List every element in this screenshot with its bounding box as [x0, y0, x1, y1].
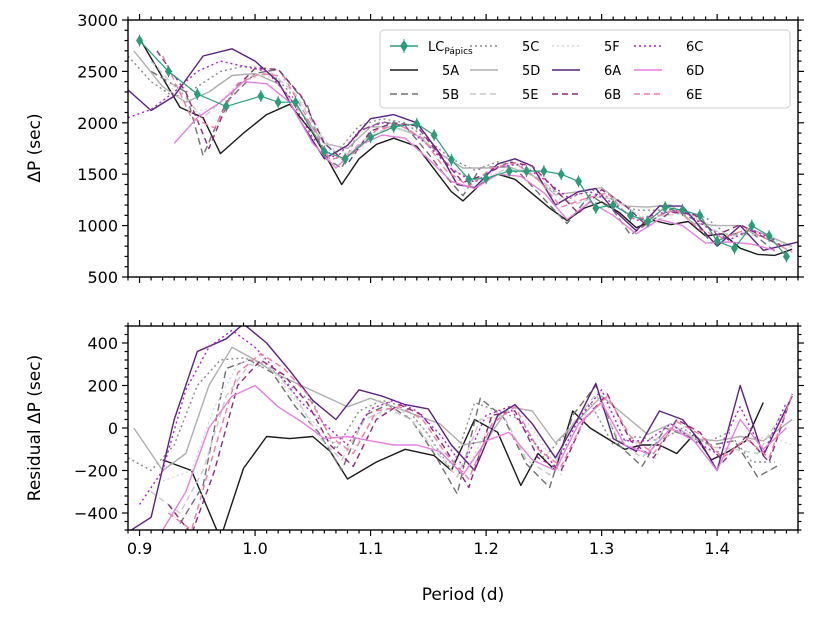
observed-point — [222, 100, 230, 112]
observed-point — [341, 153, 349, 165]
observed-point — [367, 131, 375, 143]
observed-point — [320, 146, 328, 158]
observed-point — [193, 88, 201, 100]
observed-point — [505, 165, 513, 177]
bottom-series-6e — [167, 352, 793, 530]
legend-label-subscript: Pápics — [444, 47, 473, 57]
observed-point — [482, 172, 490, 184]
legend-label-5f: 5F — [604, 40, 620, 55]
observed-point — [523, 165, 531, 177]
bottom-plot-frame — [127, 325, 799, 531]
x-tick-label: 1.4 — [704, 539, 729, 558]
x-tick-label: 1.0 — [242, 539, 267, 558]
bottom-y-axis-label: Residual ΔP (sec) — [25, 355, 45, 501]
observed-point — [782, 250, 790, 262]
top-y-tick-label: 1000 — [77, 217, 118, 236]
observed-point — [609, 199, 617, 211]
observed-point — [465, 173, 473, 185]
top-y-tick-label: 500 — [87, 268, 118, 287]
top-y-tick-label: 2500 — [77, 62, 118, 81]
top-series-5c — [128, 55, 793, 247]
x-tick-label: 1.2 — [473, 539, 498, 558]
top-series-6d — [173, 80, 776, 251]
legend-label-6c: 6C — [686, 40, 703, 55]
legend-swatch-marker — [400, 40, 408, 52]
bottom-series-5e — [150, 363, 782, 514]
observed-point — [257, 90, 265, 102]
top-series-group — [128, 34, 798, 263]
observed-point — [730, 242, 738, 254]
observed-point — [390, 121, 398, 133]
observed-point — [627, 209, 634, 221]
bottom-series-5a — [162, 402, 764, 530]
top-y-tick-label: 2000 — [77, 114, 118, 133]
top-series-5b — [150, 68, 776, 252]
observed-point — [540, 165, 548, 177]
top-y-axis-label: ΔP (sec) — [25, 113, 45, 182]
observed-point — [447, 154, 455, 166]
observed-point — [136, 35, 144, 47]
observed-point — [557, 168, 565, 180]
observed-point — [661, 201, 669, 213]
bottom-series-6c — [139, 329, 788, 505]
x-tick-label: 1.1 — [358, 539, 383, 558]
bottom-series-5d — [133, 346, 793, 472]
bottom-y-tick-label: −400 — [74, 504, 118, 523]
bottom-panel: 0.9 1.0 1.1 1.2 1.3 1.4 −400 −200 0 200 400 Residu… — [25, 320, 804, 605]
bottom-series-6d — [162, 384, 787, 530]
observed-point — [592, 202, 600, 214]
observed-point — [274, 96, 282, 108]
legend-label-6b: 6B — [604, 88, 621, 103]
legend-label-5a: 5A — [442, 64, 459, 79]
bottom-axes: 0.9 1.0 1.1 1.2 1.3 1.4 −400 −200 0 200 400 — [74, 320, 804, 558]
legend-label-5e: 5E — [522, 88, 539, 103]
observed-point — [430, 129, 438, 141]
observed-point — [713, 235, 721, 247]
x-tick-label: 0.9 — [127, 539, 152, 558]
bottom-series-group — [128, 326, 793, 530]
bottom-y-tick-label: −200 — [74, 462, 118, 481]
observed-point — [765, 230, 773, 242]
x-tick-label: 1.3 — [589, 539, 614, 558]
observed-point — [292, 96, 299, 108]
observed-point — [696, 209, 704, 221]
top-series-6e — [162, 55, 793, 253]
legend-label-6e: 6E — [686, 88, 703, 103]
x-axis-label: Period (d) — [422, 585, 504, 605]
bottom-y-tick-label: 400 — [87, 334, 118, 353]
legend-label-5c: 5C — [522, 40, 539, 55]
top-axes: 500 1000 1500 2000 2500 3000 — [77, 11, 804, 287]
top-series-5e — [150, 60, 782, 247]
legend-label-5d: 5D — [522, 64, 540, 79]
observed-point — [413, 118, 421, 130]
top-y-tick-label: 1500 — [77, 165, 118, 184]
bottom-y-tick-label: 0 — [108, 419, 118, 438]
observed-point — [644, 215, 652, 227]
legend-label-6a: 6A — [604, 64, 621, 79]
bottom-y-tick-label: 200 — [87, 377, 118, 396]
legend-label-5b: 5B — [442, 88, 459, 103]
top-y-tick-label: 3000 — [77, 11, 118, 30]
bottom-series-5f — [162, 355, 793, 482]
legend-box — [379, 29, 791, 109]
legend-label-6d: 6D — [686, 64, 704, 79]
observed-point — [575, 175, 583, 187]
observed-point — [678, 204, 686, 216]
observed-point — [748, 220, 756, 232]
observed-point — [164, 65, 172, 77]
